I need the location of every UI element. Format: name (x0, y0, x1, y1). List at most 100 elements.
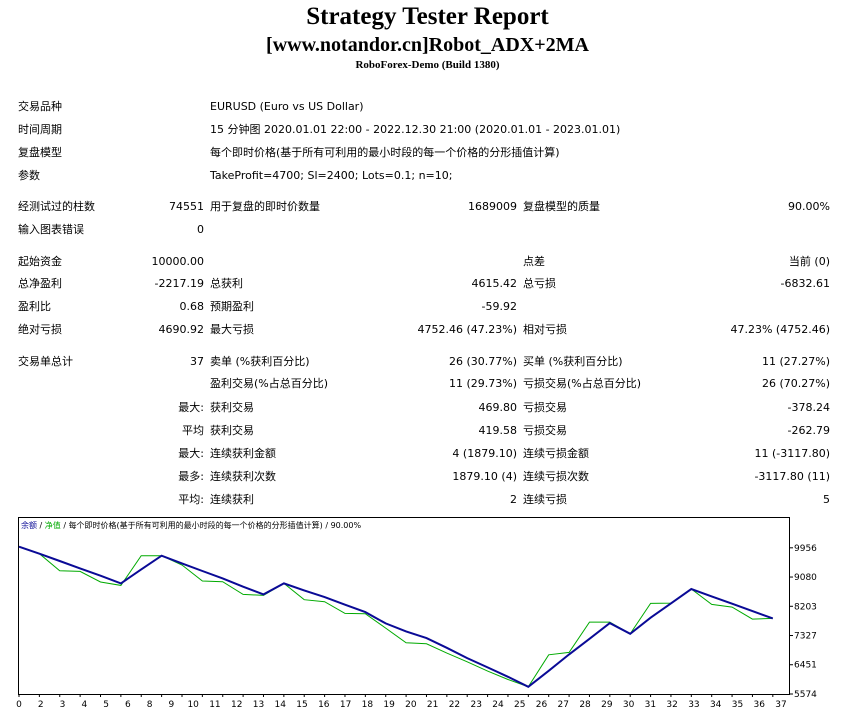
absdd-label: 绝对亏损 (18, 323, 62, 336)
avg-loss-value: -262.79 (787, 424, 830, 437)
grossloss-label: 总亏损 (523, 277, 556, 290)
legend-equity: 净值 (45, 520, 61, 530)
average2-label: 平均: (178, 493, 204, 506)
x-tick-label: 23 (470, 700, 481, 710)
model-label: 复盘模型 (18, 146, 62, 159)
grossloss-value: -6832.61 (780, 277, 830, 290)
short-label: 卖单 (%获利百分比) (210, 355, 310, 368)
maxdd-label: 最大亏损 (210, 323, 254, 336)
x-tick-label: 33 (688, 700, 699, 710)
avg-profit-value: 419.58 (478, 424, 518, 437)
max-cons-losses-value: 11 (-3117.80) (754, 447, 830, 460)
x-tick-label: 19 (383, 700, 395, 710)
x-tick-label: 13 (253, 700, 264, 710)
avg-cons-wins-label: 连续获利 (210, 493, 254, 506)
grossprofit-label: 总获利 (210, 277, 243, 290)
model-value: 每个即时价格(基于所有可利用的最小时段的每一个价格的分形插值计算) (210, 146, 560, 159)
x-tick-label: 27 (558, 700, 569, 710)
x-tick-label: 12 (231, 700, 242, 710)
x-tick-label: 5 (103, 700, 109, 710)
max-cons-wins-label: 连续获利金额 (210, 447, 276, 460)
max-cons-wins-value: 4 (1879.10) (452, 447, 517, 460)
x-tick-label: 32 (666, 700, 677, 710)
x-tick-label: 9 (169, 700, 175, 710)
y-tick-label: 6451 (794, 661, 817, 671)
errors-value: 0 (197, 223, 204, 236)
bars-value: 74551 (169, 200, 204, 213)
profit-trades-label: 盈利交易(%占总百分比) (210, 377, 329, 390)
avg-profit-label: 获利交易 (210, 424, 254, 437)
x-tick-label: 31 (645, 700, 656, 710)
largest-loss-value: -378.24 (787, 401, 830, 414)
most-label: 最多: (178, 470, 204, 483)
long-label: 买单 (%获利百分比) (523, 355, 623, 368)
params-value: TakeProfit=4700; Sl=2400; Lots=0.1; n=10… (210, 169, 453, 182)
max-cons-loss-label: 连续亏损次数 (523, 470, 589, 483)
x-tick-label: 34 (710, 700, 722, 710)
netprofit-value: -2217.19 (154, 277, 204, 290)
x-tick-label: 6 (125, 700, 131, 710)
short-value: 26 (30.77%) (448, 355, 517, 368)
x-tick-label: 3 (60, 700, 66, 710)
long-value: 11 (27.27%) (761, 355, 830, 368)
x-tick-label: 4 (81, 700, 87, 710)
largest-profit-value: 469.80 (478, 401, 518, 414)
absdd-value: 4690.92 (158, 323, 205, 336)
quality-value: 90.00% (788, 200, 830, 213)
avg-cons-losses-label: 连续亏损 (523, 493, 567, 506)
x-tick-label: 22 (449, 700, 460, 710)
balance-line (18, 545, 774, 688)
y-tick-label: 7327 (794, 632, 817, 642)
y-tick-label: 9956 (794, 544, 817, 554)
pf-value: 0.68 (179, 300, 205, 313)
period-label: 时间周期 (18, 123, 62, 136)
x-tick-label: 37 (775, 700, 786, 710)
avg-loss-label: 亏损交易 (523, 424, 567, 437)
expert-name: [www.notandor.cn]Robot_ADX+2MA (266, 34, 589, 56)
x-tick-label: 18 (362, 700, 374, 710)
x-tick-label: 15 (296, 700, 307, 710)
x-tick-label: 11 (209, 700, 220, 710)
x-tick-label: 10 (187, 700, 199, 710)
plot-frame (18, 517, 790, 695)
spread-value: 当前 (0) (788, 255, 830, 268)
x-tick-label: 21 (427, 700, 438, 710)
profit-trades-value: 11 (29.73%) (448, 377, 517, 390)
x-tick-label: 16 (318, 700, 330, 710)
reldd-label: 相对亏损 (523, 323, 567, 336)
balance-chart: 余额 / 净值 / 每个即时价格(基于所有可利用的最小时段的每一个价格的分形插值… (16, 517, 817, 710)
maximum-label: 最大: (178, 447, 204, 460)
x-tick-label: 24 (492, 700, 504, 710)
x-tick-label: 20 (405, 700, 417, 710)
largest-label: 最大: (178, 401, 204, 414)
x-tick-label: 30 (623, 700, 635, 710)
legend-balance: 余额 (21, 520, 37, 530)
x-tick-label: 0 (16, 700, 22, 710)
x-tick-label: 26 (536, 700, 548, 710)
average-label: 平均 (182, 424, 204, 437)
y-tick-label: 9080 (794, 573, 817, 583)
period-value: 15 分钟图 2020.01.01 22:00 - 2022.12.30 21:… (210, 123, 621, 136)
total-trades-label: 交易单总计 (18, 355, 73, 368)
expected-label: 预期盈利 (210, 300, 254, 313)
x-tick-label: 17 (340, 700, 351, 710)
deposit-value: 10000.00 (151, 255, 205, 268)
x-tick-label: 25 (514, 700, 525, 710)
symbol-label: 交易品种 (18, 100, 62, 113)
x-tick-label: 14 (275, 700, 287, 710)
largest-profit-label: 获利交易 (210, 401, 254, 414)
loss-trades-value: 26 (70.27%) (761, 377, 830, 390)
x-tick-label: 8 (147, 700, 153, 710)
reldd-value: 47.23% (4752.46) (730, 323, 830, 336)
max-cons-losses-label: 连续亏损金额 (523, 447, 589, 460)
spread-label: 点差 (523, 255, 545, 268)
max-cons-profit-value: 1879.10 (4) (452, 470, 517, 483)
errors-label: 输入图表错误 (18, 223, 84, 236)
pf-label: 盈利比 (18, 300, 51, 313)
report-title: Strategy Tester Report (306, 3, 549, 30)
quality-label: 复盘模型的质量 (523, 200, 600, 213)
ticks-value: 1689009 (468, 200, 517, 213)
expected-value: -59.92 (481, 300, 517, 313)
loss-trades-label: 亏损交易(%占总百分比) (523, 377, 642, 390)
avg-cons-losses-value: 5 (823, 493, 830, 506)
